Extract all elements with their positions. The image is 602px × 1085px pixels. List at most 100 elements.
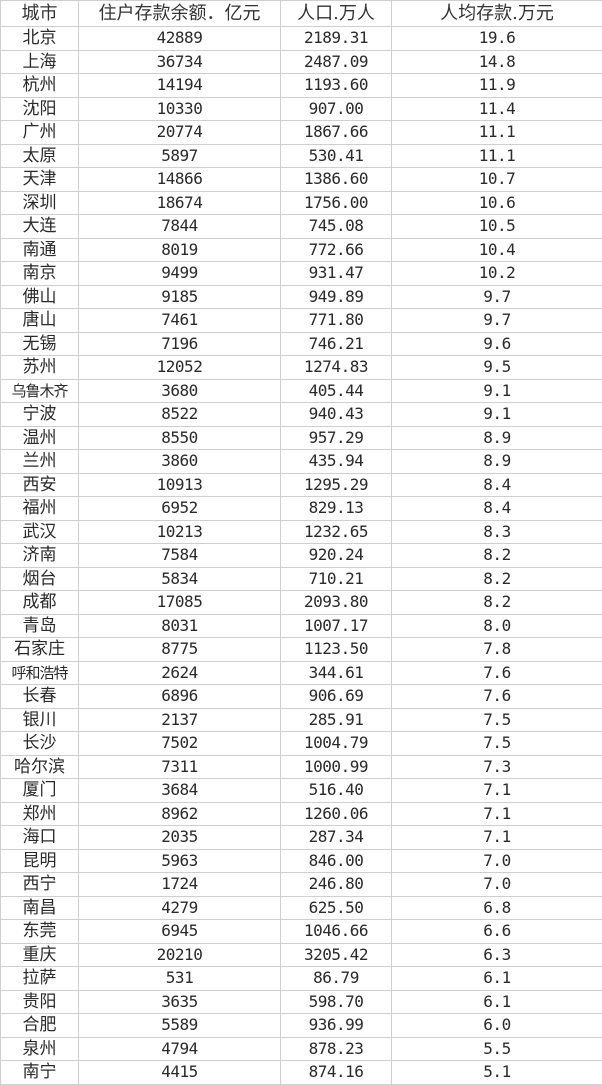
cell-deposits: 6896 (79, 685, 281, 709)
cell-city: 苏州 (1, 356, 79, 380)
cell-population: 1000.99 (281, 755, 392, 779)
cell-deposits: 8031 (79, 614, 281, 638)
cell-city: 济南 (1, 544, 79, 568)
cell-per-capita: 8.9 (392, 450, 602, 474)
cell-city: 烟台 (1, 567, 79, 591)
cell-deposits: 17085 (79, 591, 281, 615)
cell-deposits: 4794 (79, 1037, 281, 1061)
cell-population: 1232.65 (281, 520, 392, 544)
cell-city: 佛山 (1, 285, 79, 309)
cell-population: 940.43 (281, 403, 392, 427)
cell-deposits: 531 (79, 967, 281, 991)
cell-per-capita: 8.2 (392, 544, 602, 568)
cell-city: 杭州 (1, 74, 79, 98)
cell-deposits: 4279 (79, 896, 281, 920)
cell-deposits: 2137 (79, 708, 281, 732)
cell-population: 598.70 (281, 990, 392, 1014)
cell-population: 931.47 (281, 262, 392, 286)
cell-per-capita: 6.1 (392, 967, 602, 991)
header-row: 城市 住户存款余额．亿元 人口.万人 人均存款.万元 (1, 1, 602, 27)
cell-deposits: 42889 (79, 27, 281, 51)
cell-city: 天津 (1, 168, 79, 192)
cell-per-capita: 9.1 (392, 403, 602, 427)
cell-population: 1193.60 (281, 74, 392, 98)
cell-city: 长沙 (1, 732, 79, 756)
cell-population: 344.61 (281, 661, 392, 685)
cell-deposits: 20774 (79, 121, 281, 145)
cell-per-capita: 6.0 (392, 1014, 602, 1038)
cell-population: 2093.80 (281, 591, 392, 615)
cell-deposits: 5589 (79, 1014, 281, 1038)
cell-deposits: 10330 (79, 97, 281, 121)
cell-deposits: 9185 (79, 285, 281, 309)
cell-deposits: 7844 (79, 215, 281, 239)
cell-city: 无锡 (1, 332, 79, 356)
cell-population: 829.13 (281, 497, 392, 521)
cell-per-capita: 6.1 (392, 990, 602, 1014)
cell-per-capita: 8.0 (392, 614, 602, 638)
cell-deposits: 6945 (79, 920, 281, 944)
cell-population: 516.40 (281, 779, 392, 803)
cell-deposits: 14866 (79, 168, 281, 192)
cell-city: 唐山 (1, 309, 79, 333)
cell-population: 906.69 (281, 685, 392, 709)
cell-deposits: 7311 (79, 755, 281, 779)
cell-deposits: 7461 (79, 309, 281, 333)
cell-deposits: 7584 (79, 544, 281, 568)
cell-deposits: 36734 (79, 50, 281, 74)
cell-city: 海口 (1, 826, 79, 850)
cell-per-capita: 5.1 (392, 1061, 602, 1085)
cell-deposits: 6952 (79, 497, 281, 521)
cell-per-capita: 11.9 (392, 74, 602, 98)
cell-per-capita: 19.6 (392, 27, 602, 51)
cell-population: 949.89 (281, 285, 392, 309)
cell-population: 1756.00 (281, 191, 392, 215)
header-city: 城市 (1, 1, 79, 27)
cell-city: 呼和浩特 (1, 661, 79, 685)
cell-city: 上海 (1, 50, 79, 74)
cell-city: 广州 (1, 121, 79, 145)
cell-city: 深圳 (1, 191, 79, 215)
cell-city: 西宁 (1, 873, 79, 897)
cell-population: 745.08 (281, 215, 392, 239)
cell-deposits: 4415 (79, 1061, 281, 1085)
cell-city: 太原 (1, 144, 79, 168)
cell-city: 重庆 (1, 943, 79, 967)
cell-per-capita: 8.3 (392, 520, 602, 544)
cell-population: 772.66 (281, 238, 392, 262)
cell-per-capita: 9.6 (392, 332, 602, 356)
cell-per-capita: 7.6 (392, 661, 602, 685)
cell-population: 920.24 (281, 544, 392, 568)
cell-per-capita: 6.8 (392, 896, 602, 920)
cell-population: 1295.29 (281, 473, 392, 497)
cell-population: 1386.60 (281, 168, 392, 192)
cell-per-capita: 7.6 (392, 685, 602, 709)
cell-city: 温州 (1, 426, 79, 450)
cell-city: 南通 (1, 238, 79, 262)
cell-city: 南宁 (1, 1061, 79, 1085)
cell-population: 2487.09 (281, 50, 392, 74)
cell-city: 长春 (1, 685, 79, 709)
cell-population: 874.16 (281, 1061, 392, 1085)
cell-deposits: 8019 (79, 238, 281, 262)
cell-deposits: 18674 (79, 191, 281, 215)
cell-city: 乌鲁木齐 (1, 379, 79, 403)
cell-deposits: 5834 (79, 567, 281, 591)
